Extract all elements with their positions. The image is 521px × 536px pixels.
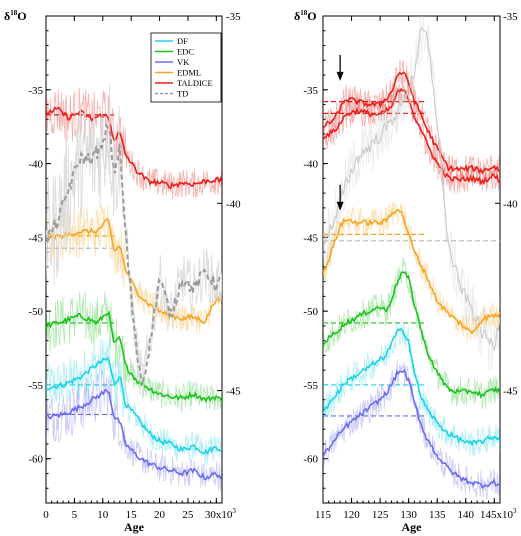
y-left-tick-label: -50 bbox=[28, 306, 43, 318]
y-axis-label-element: O bbox=[307, 9, 316, 23]
y-left-tick-label: -45 bbox=[28, 232, 43, 244]
legend-label-edml: EDML bbox=[177, 68, 201, 78]
plot-area bbox=[323, 16, 500, 500]
y-left-tick-label: -50 bbox=[303, 306, 318, 318]
y-axis-label: δ18O bbox=[4, 9, 27, 23]
series-edml-line bbox=[323, 209, 500, 335]
series-edc-raw bbox=[323, 257, 500, 410]
y-axis-label-element: O bbox=[17, 9, 26, 23]
series-vk-line bbox=[46, 388, 222, 481]
y-left-tick-label: -40 bbox=[28, 159, 43, 171]
series-edml-line bbox=[46, 217, 222, 325]
series-edc-line bbox=[46, 310, 222, 404]
chart-panel-2: 115 120 125 130 135 140 145x103 -35 -40 -45 -50 -55… bbox=[294, 9, 518, 534]
legend-label-td: TD bbox=[177, 89, 188, 99]
y-right-tick-label: -40 bbox=[226, 198, 241, 210]
x-tick-label: 30x103 bbox=[205, 507, 237, 521]
y-left-tick-label: -60 bbox=[28, 454, 43, 466]
series-taldice-line bbox=[46, 106, 222, 190]
arrow-head bbox=[336, 201, 344, 211]
y-right-tick-label: -45 bbox=[503, 386, 518, 398]
arrow-head bbox=[336, 71, 344, 81]
chart-panel-1: 0 5 10 15 20 25 30x103 -35 -40 -45 -50 -55 -60 -35 -40… bbox=[4, 9, 241, 534]
series-edc-raw bbox=[46, 291, 222, 413]
series-edc-line bbox=[323, 270, 500, 400]
series-td-raw bbox=[323, 16, 500, 371]
x-tick-label: 120 bbox=[343, 509, 360, 521]
series-vk-raw bbox=[46, 369, 222, 491]
x-tick-label-exponent: 3 bbox=[513, 507, 517, 515]
y-left-tick-label: -40 bbox=[303, 159, 318, 171]
series-df-line bbox=[46, 356, 222, 456]
y-right-tick-label: -45 bbox=[226, 386, 241, 398]
y-left-tick-label: -60 bbox=[303, 454, 318, 466]
legend-box bbox=[150, 32, 222, 103]
x-tick-label: 135 bbox=[429, 509, 446, 521]
x-tick-label: 0 bbox=[43, 509, 49, 521]
series-vk-line bbox=[323, 368, 500, 490]
legend-label-df: DF bbox=[177, 36, 188, 46]
series-df-raw bbox=[46, 337, 222, 466]
series-taldice-line bbox=[323, 71, 500, 175]
y-left-tick-label: -55 bbox=[303, 380, 318, 392]
x-tick-label: 15 bbox=[126, 509, 138, 521]
y-left-tick-label: -45 bbox=[303, 232, 318, 244]
x-tick-label-exponent: 3 bbox=[232, 507, 236, 515]
y-axis-label: δ18O bbox=[294, 9, 317, 23]
x-tick-label: 145x103 bbox=[480, 507, 517, 521]
x-axis-label: Age bbox=[124, 520, 145, 534]
series-taldice-line bbox=[323, 87, 500, 186]
series-df-line bbox=[323, 327, 500, 447]
y-left-tick-label: -55 bbox=[28, 380, 43, 392]
series-td-line bbox=[46, 123, 222, 384]
legend-label-vk: VK bbox=[177, 57, 190, 67]
y-left-tick-label: -35 bbox=[28, 85, 43, 97]
legend-label-edc: EDC bbox=[177, 47, 194, 57]
x-axis-label: Age bbox=[402, 520, 423, 534]
y-left-tick-label: -35 bbox=[303, 85, 318, 97]
x-tick-label: 115 bbox=[315, 509, 332, 521]
y-right-tick-label: -35 bbox=[226, 11, 241, 23]
legend-label-taldice: TALDICE bbox=[177, 78, 213, 88]
plot-frame bbox=[322, 15, 501, 504]
x-tick-label: 125 bbox=[372, 509, 389, 521]
series-taldice-raw bbox=[46, 87, 222, 200]
y-axis-label-superscript: 18 bbox=[10, 9, 18, 17]
series-edml-raw bbox=[46, 205, 222, 334]
y-axis-label-superscript: 18 bbox=[300, 9, 308, 17]
plot-area bbox=[46, 83, 222, 491]
series-td-line bbox=[323, 26, 500, 351]
x-tick-label: 130 bbox=[400, 509, 417, 521]
x-tick-label: 10 bbox=[97, 509, 109, 521]
x-tick-label: 20 bbox=[154, 509, 166, 521]
x-tick-label: 140 bbox=[457, 509, 474, 521]
x-tick-label: 25 bbox=[182, 509, 194, 521]
x-tick-label: 5 bbox=[72, 509, 78, 521]
y-right-tick-label: -40 bbox=[503, 198, 518, 210]
y-right-tick-label: -35 bbox=[503, 11, 518, 23]
y-axis-label-delta: δ bbox=[4, 9, 10, 23]
y-axis-label-delta: δ bbox=[294, 9, 300, 23]
